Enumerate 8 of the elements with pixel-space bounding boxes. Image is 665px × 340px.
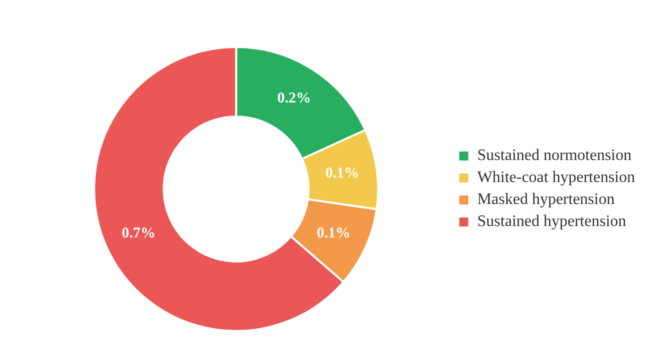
data-label: 0.7%: [122, 225, 156, 242]
legend-label: Sustained normotension: [477, 147, 632, 164]
data-label: 0.2%: [277, 90, 311, 107]
legend-label: White-coat hypertension: [477, 169, 635, 186]
legend-label: Masked hypertension: [477, 191, 615, 208]
data-label: 0.1%: [325, 166, 360, 182]
legend-label: Sustained hypertension: [477, 213, 626, 230]
data-label: 0.1%: [316, 225, 351, 242]
